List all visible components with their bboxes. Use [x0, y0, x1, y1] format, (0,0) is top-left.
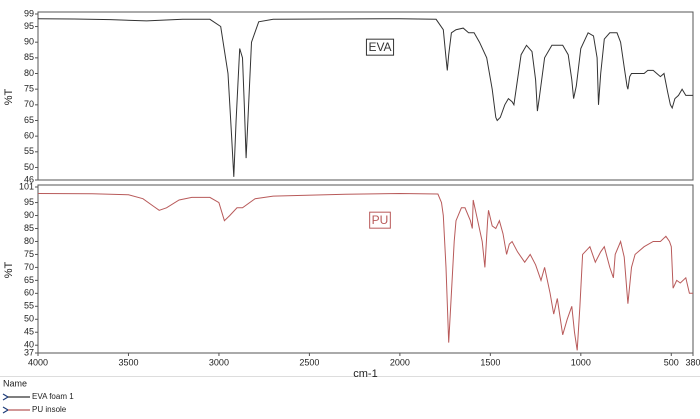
spectrum-line — [37, 192, 693, 351]
x-axis-label: cm-1 — [353, 368, 377, 380]
y-tick-label: 60 — [24, 288, 34, 298]
y-tick-label: 75 — [24, 249, 34, 259]
y-tick-label: 99 — [24, 8, 34, 18]
y-tick-label: 80 — [24, 68, 34, 78]
x-tick-label: 2500 — [299, 357, 319, 367]
plot-frame — [37, 184, 694, 354]
x-tick-label: 2000 — [390, 357, 410, 367]
y-tick-label: 65 — [24, 275, 34, 285]
annotation-box — [369, 211, 391, 229]
y-tick-label: 55 — [24, 301, 34, 311]
y-tick-label: 101 — [19, 181, 34, 191]
y-tick-label: 65 — [24, 115, 34, 125]
y-tick-label: 60 — [24, 131, 34, 141]
annotation: EVA — [368, 40, 391, 54]
y-tick-label: 90 — [24, 210, 34, 220]
y-axis-label: %T — [3, 261, 15, 278]
y-tick-label: 70 — [24, 262, 34, 272]
spectrum-line — [37, 18, 693, 177]
y-tick-label: 95 — [24, 21, 34, 31]
x-tick-label: 500 — [664, 357, 679, 367]
x-tick-label: 1000 — [571, 357, 591, 367]
y-tick-label: 95 — [24, 197, 34, 207]
x-tick-label: 3000 — [209, 357, 229, 367]
y-tick-label: 90 — [24, 37, 34, 47]
y-tick-label: 85 — [24, 52, 34, 62]
plot-frame — [37, 11, 694, 181]
y-tick-label: 46 — [24, 174, 34, 184]
y-tick-label: 45 — [24, 327, 34, 337]
y-tick-label: 37 — [24, 347, 34, 357]
legend-label: PU insole — [32, 405, 67, 414]
x-tick-label: 1500 — [480, 357, 500, 367]
y-tick-label: 80 — [24, 236, 34, 246]
y-tick-label: 50 — [24, 162, 34, 172]
x-tick-label: 380 — [685, 357, 700, 367]
y-tick-label: 50 — [24, 314, 34, 324]
y-axis-label: %T — [3, 88, 15, 105]
y-tick-label: 55 — [24, 146, 34, 156]
y-tick-label: 75 — [24, 84, 34, 94]
annotation-box — [365, 38, 395, 56]
annotation: PU — [372, 213, 389, 227]
legend-label: EVA foam 1 — [32, 392, 74, 401]
y-tick-label: 40 — [24, 340, 34, 350]
y-tick-label: 85 — [24, 223, 34, 233]
y-tick-label: 70 — [24, 99, 34, 109]
x-tick-label: 4000 — [28, 357, 48, 367]
legend-title: Name — [3, 378, 27, 388]
x-tick-label: 3500 — [118, 357, 138, 367]
